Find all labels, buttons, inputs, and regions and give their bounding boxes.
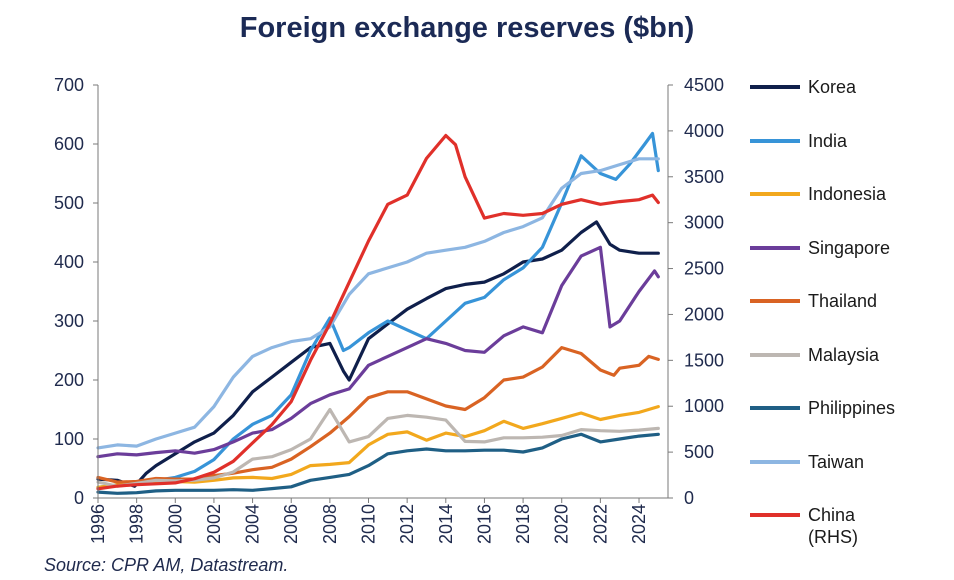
left-tick-label: 500: [54, 193, 84, 213]
left-tick-label: 300: [54, 311, 84, 331]
legend-swatch: [750, 245, 800, 250]
legend-label: Thailand: [808, 291, 878, 311]
x-tick-label: 2024: [629, 504, 649, 544]
right-tick-label: 0: [684, 488, 694, 508]
legend-label: Taiwan: [808, 451, 865, 472]
legend-item: Korea: [750, 76, 856, 98]
legend-swatch: [750, 138, 800, 143]
legend-label: Korea: [808, 77, 857, 97]
right-tick-label: 1500: [684, 350, 724, 370]
series-line-singapore: [96, 245, 660, 459]
series-layer: [96, 131, 660, 495]
source-note: Source: CPR AM, Datastream.: [44, 555, 289, 575]
legend-label: Indonesia: [808, 184, 887, 204]
left-tick-label: 100: [54, 429, 84, 449]
legend-swatch: [750, 459, 800, 464]
x-tick-label: 2008: [320, 504, 340, 544]
series-line-taiwan: [96, 157, 660, 450]
left-tick-label: 200: [54, 370, 84, 390]
right-tick-label: 1000: [684, 396, 724, 416]
x-tick-label: 2014: [436, 504, 456, 544]
legend-item: India: [750, 130, 847, 152]
legend-label: India: [808, 130, 848, 151]
x-tick-label: 2010: [359, 504, 379, 544]
legend-item: China (RHS): [750, 504, 858, 548]
legend-swatch: [750, 352, 800, 357]
right-tick-label: 2500: [684, 259, 724, 279]
x-tick-label: 2004: [243, 504, 263, 544]
legend-swatch: [750, 406, 800, 410]
legend-label: China (RHS): [808, 505, 858, 547]
x-tick-label: 2018: [513, 504, 533, 544]
x-tick-label: 2002: [204, 504, 224, 544]
legend-item: Taiwan: [750, 451, 864, 473]
series-line-china-rhs: [96, 133, 660, 491]
right-tick-label: 4000: [684, 121, 724, 141]
legend-swatch: [750, 85, 800, 89]
right-tick-label: 3000: [684, 213, 724, 233]
right-tick-label: 500: [684, 442, 714, 462]
right-tick-label: 3500: [684, 167, 724, 187]
x-tick-label: 2022: [590, 504, 610, 544]
left-tick-label: 700: [54, 75, 84, 95]
legend-label: Malaysia: [808, 344, 880, 365]
legend-swatch: [750, 513, 800, 517]
x-tick-label: 2012: [397, 504, 417, 544]
x-tick-label: 2006: [281, 504, 301, 544]
legend-item: Thailand: [750, 290, 877, 312]
series-line-india: [96, 131, 660, 489]
legend-item: Philippines: [750, 397, 895, 419]
axes-layer: 0 100 200 300 400 500 600 700 0 500 1000 1500 2000 25…: [54, 75, 724, 544]
legend-item: Malaysia: [750, 344, 879, 366]
x-tick-label: 2020: [552, 504, 572, 544]
right-tick-label: 4500: [684, 75, 724, 95]
left-tick-label: 600: [54, 134, 84, 154]
x-tick-label: 1996: [88, 504, 108, 544]
x-tick-label: 2000: [165, 504, 185, 544]
series-line-philippines: [96, 432, 660, 495]
legend-label: Singapore: [808, 237, 891, 258]
left-tick-label: 0: [74, 488, 84, 508]
legend-swatch: [750, 299, 800, 303]
legend-swatch: [750, 192, 800, 196]
x-tick-label: 2016: [474, 504, 494, 544]
legend-item: Indonesia: [750, 183, 886, 205]
chart-title: Foreign exchange reserves ($bn): [239, 12, 695, 44]
x-tick-label: 1998: [127, 504, 147, 544]
legend-item: Singapore: [750, 237, 890, 259]
series-line-korea: [96, 220, 660, 488]
left-tick-label: 400: [54, 252, 84, 272]
legend-label: Philippines: [808, 398, 896, 418]
right-tick-label: 2000: [684, 304, 724, 324]
